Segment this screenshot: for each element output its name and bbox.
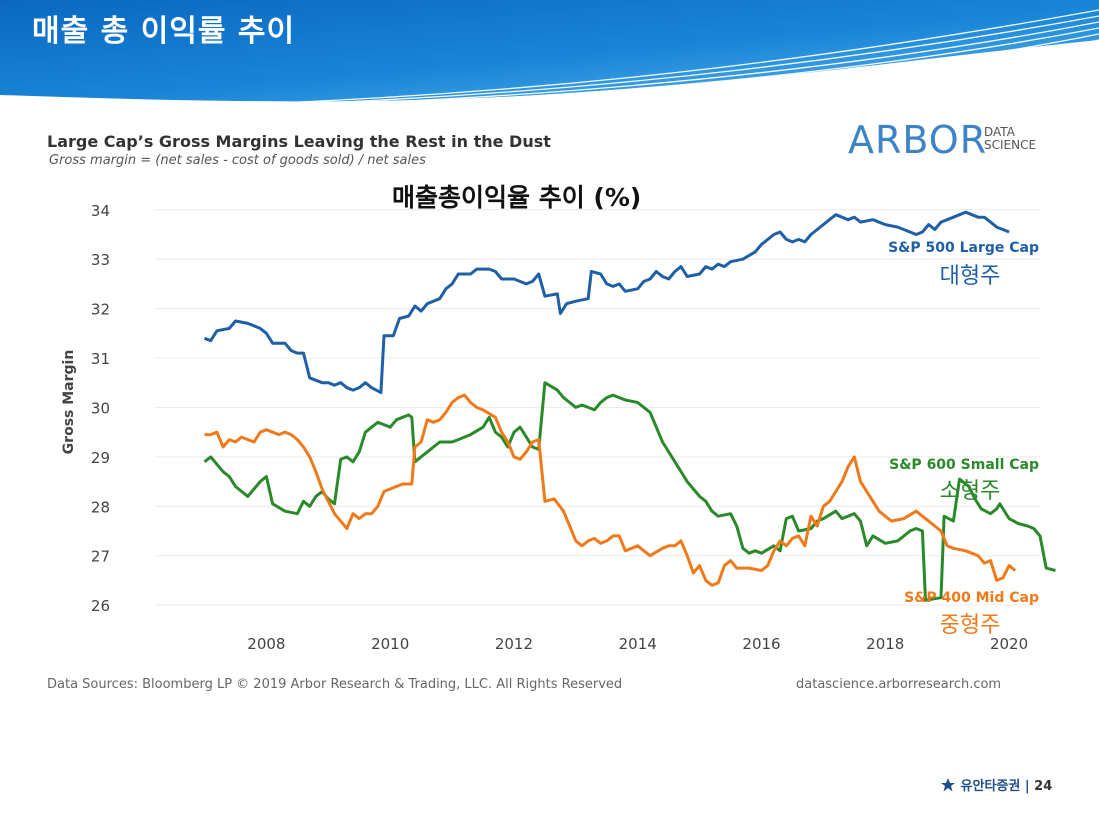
x-tick-label: 2008 [247, 635, 285, 653]
y-axis-label: Gross Margin [61, 350, 77, 455]
page-separator: | [1024, 779, 1035, 794]
x-tick-label: 2014 [619, 635, 657, 653]
brand-logo-icon [941, 778, 955, 792]
y-tick-label: 34 [91, 202, 110, 220]
y-tick-label: 33 [91, 251, 110, 269]
y-tick-label: 28 [91, 498, 110, 516]
y-tick-label: 32 [91, 301, 110, 319]
series-label-ko-0: 대형주 [940, 264, 1001, 289]
slide-title: 매출 총 이익률 추이 [32, 14, 296, 49]
chart-title: Large Cap’s Gross Margins Leaving the Re… [47, 132, 551, 151]
title-banner [0, 0, 1099, 107]
chart-subtitle: Gross margin = (net sales - cost of good… [49, 153, 426, 168]
series-label-ko-1: 소형주 [940, 479, 1001, 504]
x-tick-label: 2010 [371, 635, 409, 653]
y-tick-label: 30 [91, 399, 110, 417]
logo-science-text: SCIENCE [984, 138, 1037, 152]
logo-main-text: ARBOR [848, 118, 988, 162]
y-tick-label: 31 [91, 350, 110, 368]
source-url-footer: datascience.arborresearch.com [796, 677, 1002, 692]
series-line-2 [204, 393, 1017, 587]
x-tick-label: 2012 [495, 635, 533, 653]
overlay-title: 매출총이익율 추이 (%) [392, 183, 641, 212]
series-label-2: S&P 400 Mid Cap [904, 590, 1039, 606]
series-label-1: S&P 600 Small Cap [889, 457, 1039, 473]
series-line-1 [203, 381, 1056, 602]
series-label-ko-2: 중형주 [940, 613, 1001, 638]
logo-data-text: DATA [984, 125, 1015, 139]
x-tick-label: 2020 [990, 635, 1028, 653]
gross-margin-chart: 26 27 28 29 30 31 32 33 34 2008 2010 2012 2014 2016 20… [61, 183, 1056, 653]
page-number: 24 [1034, 779, 1053, 794]
brand-name: 유안타증권 [960, 779, 1021, 794]
y-tick-label: 27 [91, 548, 110, 566]
x-tick-label: 2018 [866, 635, 904, 653]
data-sources-footer: Data Sources: Bloomberg LP © 2019 Arbor … [47, 677, 623, 692]
series-label-0: S&P 500 Large Cap [888, 240, 1039, 256]
y-tick-label: 29 [91, 449, 110, 467]
x-tick-label: 2016 [742, 635, 780, 653]
brand-footer: 유안타증권 | 24 [940, 775, 1052, 794]
y-tick-label: 26 [91, 597, 110, 615]
series-line-0 [203, 210, 1010, 395]
